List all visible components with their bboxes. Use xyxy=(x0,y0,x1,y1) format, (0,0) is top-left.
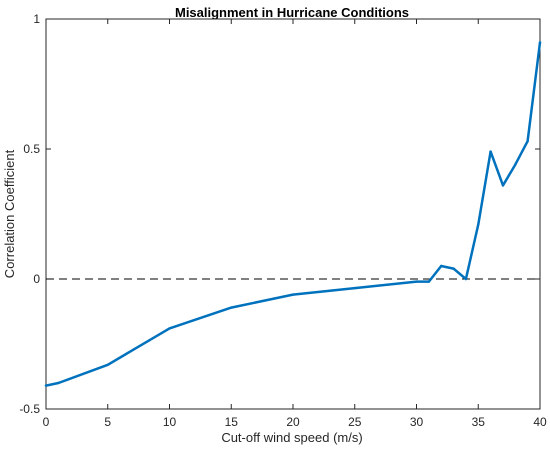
x-tick-label: 10 xyxy=(163,415,177,429)
data-point xyxy=(353,286,356,290)
data-point xyxy=(291,293,295,296)
chart-title: Misalignment in Hurricane Conditions xyxy=(175,5,409,20)
data-point xyxy=(168,327,171,330)
data-point xyxy=(464,277,468,281)
series-line xyxy=(44,41,542,387)
x-tick-label: 5 xyxy=(104,415,111,429)
data-point xyxy=(57,381,60,385)
x-tick-label: 15 xyxy=(225,415,239,429)
data-point xyxy=(501,184,505,187)
data-point xyxy=(230,306,233,309)
data-point xyxy=(106,363,109,366)
x-tick-label: 35 xyxy=(472,415,486,429)
data-point xyxy=(452,267,455,270)
y-tick-label: 1 xyxy=(33,12,40,26)
data-point xyxy=(477,223,480,226)
y-tick-label: 0.5 xyxy=(23,142,40,156)
data-point xyxy=(415,280,418,283)
x-tick-label: 20 xyxy=(286,415,300,429)
y-tick-label: 0 xyxy=(33,272,40,286)
axis-ticks: 0 5 10 15 20 25 30 35 40-0.500.51 xyxy=(19,12,547,429)
x-axis-title: Cut-off wind speed (m/s) xyxy=(221,430,362,445)
data-point xyxy=(440,264,443,268)
x-tick-label: 25 xyxy=(348,415,362,429)
y-axis-title: Correlation Coefficient xyxy=(2,149,17,278)
plot-area-frame xyxy=(45,18,541,410)
data-point xyxy=(538,41,542,44)
data-point xyxy=(514,163,517,166)
data-point xyxy=(489,150,492,153)
data-point xyxy=(526,140,529,143)
data-point xyxy=(44,384,48,387)
y-tick-label: -0.5 xyxy=(19,402,40,416)
data-point xyxy=(427,280,431,283)
x-tick-label: 40 xyxy=(533,415,547,429)
series-layer xyxy=(44,41,542,387)
x-tick-label: 0 xyxy=(43,415,50,429)
x-tick-label: 30 xyxy=(410,415,424,429)
